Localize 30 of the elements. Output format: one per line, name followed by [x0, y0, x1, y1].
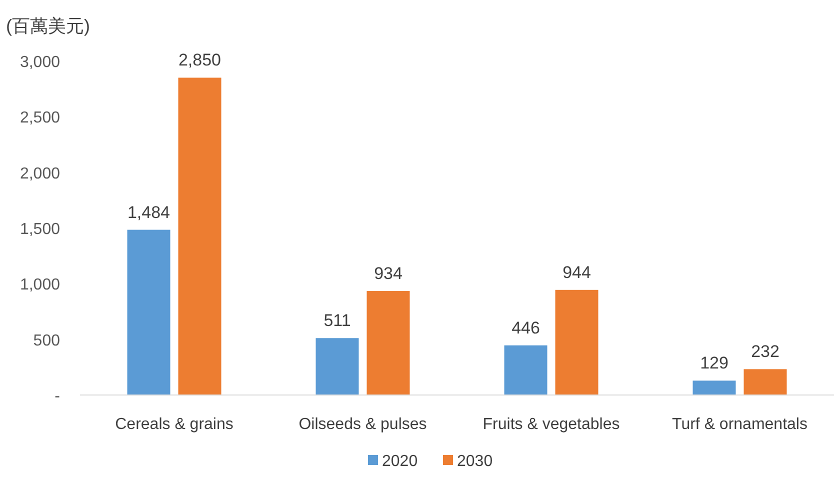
legend-label: 2030 — [457, 453, 493, 470]
bar — [504, 345, 548, 395]
y-tick-label: 2,000 — [20, 165, 60, 182]
bar — [555, 290, 598, 395]
y-tick-label: 500 — [33, 332, 60, 350]
y-tick-label: 1,000 — [20, 276, 60, 294]
legend-label: 2020 — [382, 453, 418, 470]
bar — [744, 369, 787, 395]
x-tick-label: Cereals & grains — [115, 416, 234, 433]
data-label: 232 — [751, 342, 780, 362]
y-axis-title: (百萬美元) — [6, 16, 90, 36]
x-tick-label: Fruits & vegetables — [482, 416, 620, 433]
y-tick-label: 2,500 — [20, 110, 60, 127]
bar — [316, 338, 359, 395]
bar — [127, 230, 170, 395]
bar — [692, 380, 736, 395]
data-label: 934 — [374, 264, 402, 284]
data-label: 511 — [324, 311, 351, 330]
data-label: 446 — [512, 318, 540, 338]
data-label: 2,850 — [178, 50, 222, 70]
bar — [366, 291, 410, 395]
bar — [178, 78, 222, 395]
y-tick-label: - — [54, 388, 60, 405]
x-tick-label: Turf & ornamentals — [672, 416, 808, 433]
data-label: 1,484 — [127, 202, 170, 222]
data-label: 129 — [700, 354, 728, 373]
y-tick-label: 1,500 — [20, 221, 60, 238]
y-tick-label: 3,000 — [20, 54, 60, 71]
data-label: 944 — [562, 262, 591, 282]
x-tick-label: Oilseeds & pulses — [298, 416, 427, 433]
